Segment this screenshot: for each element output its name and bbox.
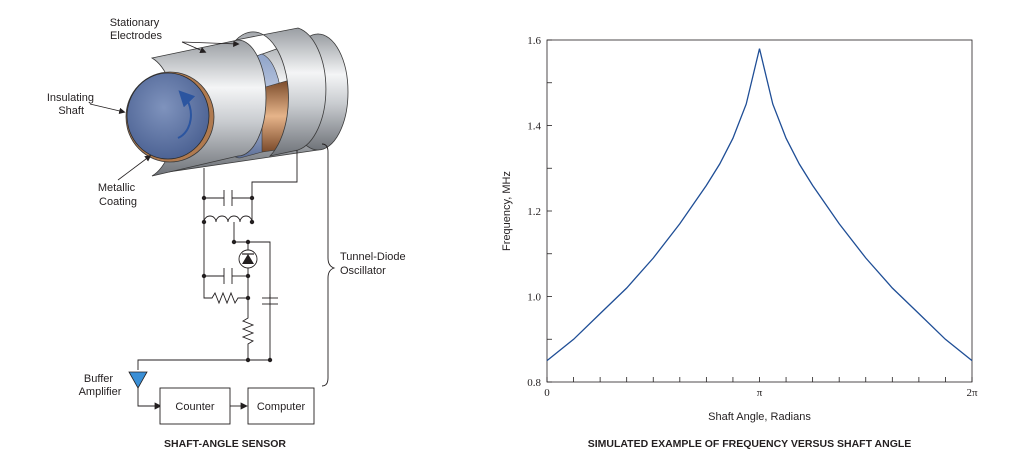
diode-triangle	[242, 254, 254, 264]
oscillator-circuit	[137, 143, 336, 410]
counter-label: Counter	[175, 401, 214, 413]
wire-electrode-right	[251, 150, 298, 198]
resistor-vertical	[241, 298, 255, 360]
cylinder-assembly	[125, 27, 349, 177]
leader-lines	[89, 40, 240, 181]
y-tick-label: 1.0	[527, 292, 541, 304]
leader-electrode-1	[181, 41, 207, 54]
resistor-horizontal	[203, 276, 248, 305]
inductor-coil	[203, 215, 253, 223]
y-tick-label: 1.2	[527, 206, 541, 218]
label-stationary-electrodes: Stationary Electrodes	[110, 17, 163, 42]
computer-label: Computer	[257, 401, 306, 413]
x-tick-label: 0	[544, 387, 550, 399]
axis-ticks	[546, 39, 973, 383]
leader-electrode-2	[181, 40, 240, 48]
buffer-amplifier-icon	[128, 371, 148, 389]
plot-frame	[546, 39, 973, 383]
insulating-shaft-face	[126, 72, 210, 160]
computer-box	[247, 387, 315, 425]
shaft-angle-sensor-diagram: Stationary Electrodes Insulating Shaft M…	[47, 17, 409, 450]
oscillator-bracket	[321, 143, 336, 387]
wire-right-rail	[234, 241, 271, 361]
sensor-caption: SHAFT-ANGLE SENSOR	[164, 438, 286, 450]
y-tick-label: 0.8	[527, 377, 541, 389]
x-tick-label: π	[757, 387, 763, 399]
y-tick-label: 1.6	[527, 35, 541, 47]
y-axis-label: Frequency, MHz	[501, 171, 513, 251]
axis-tick-labels: 0 π 2π 0.8 1.0 1.2 1.4 1.6	[527, 35, 978, 399]
chart-caption: SIMULATED EXAMPLE OF FREQUENCY VERSUS SH…	[588, 438, 912, 450]
leader-shaft	[89, 103, 126, 115]
label-buffer-amplifier: Buffer Amplifier	[79, 373, 122, 398]
wire-buffer-to-counter	[137, 386, 162, 410]
y-tick-label: 1.4	[527, 121, 541, 133]
x-tick-label: 2π	[966, 387, 978, 399]
label-metallic-coating: Metallic Coating	[98, 182, 138, 208]
label-tunnel-diode-oscillator: Tunnel-Diode Oscillator	[340, 251, 409, 277]
rotation-arrow-icon	[177, 90, 196, 139]
wire-to-buffer	[137, 359, 248, 370]
counter-box	[159, 387, 231, 425]
frequency-chart: 0 π 2π 0.8 1.0 1.2 1.4 1.6 Shaft Angle, Radians…	[501, 35, 978, 450]
junction-dots	[201, 195, 273, 363]
stationary-electrode-back	[234, 27, 327, 157]
frequency-curve	[546, 48, 973, 362]
label-insulating-shaft: Insulating Shaft	[47, 92, 97, 117]
x-axis-label: Shaft Angle, Radians	[708, 411, 811, 423]
leader-coating	[117, 155, 152, 181]
